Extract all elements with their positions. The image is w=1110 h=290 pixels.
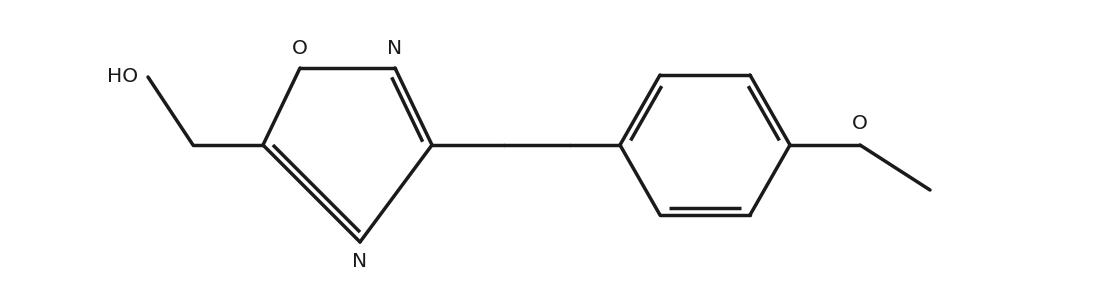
Text: N: N (387, 39, 403, 58)
Text: N: N (353, 252, 367, 271)
Text: HO: HO (107, 68, 138, 86)
Text: O: O (292, 39, 307, 58)
Text: O: O (852, 114, 868, 133)
